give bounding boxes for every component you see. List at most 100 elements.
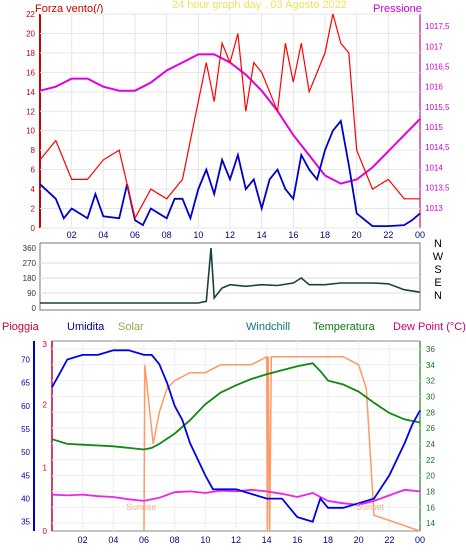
temp-x-tick-label: 20: [354, 535, 364, 545]
wind-x-tick-label: 02: [67, 230, 77, 240]
wind-x-tick-label: 10: [193, 230, 203, 240]
humidity-line: [51, 349, 421, 523]
temperature-y-tick-label: 32: [426, 377, 435, 386]
wind-y-tick-label: 2: [31, 205, 36, 214]
direction-y-ticks: 360 270 180 90 0: [23, 244, 37, 313]
wind-y-tick-label: 16: [26, 68, 35, 77]
wind-y-tick-label: 18: [26, 49, 35, 58]
temperature-legend: Temperatura: [313, 321, 376, 333]
wind-x-tick-label: 06: [130, 230, 140, 240]
temperature-y-tick-label: 30: [426, 392, 435, 401]
wind-y-tick-label: 4: [31, 185, 36, 194]
temperature-y-ticks: 14 16 18 20 22 24 26 28 30 32 34 36: [426, 345, 435, 528]
temp-chart-gridlines: [52, 341, 421, 531]
compass-label: N: [434, 290, 442, 302]
temperature-line: [51, 362, 421, 451]
wind-y-tick-label: 0: [31, 224, 36, 233]
rain-y-ticks: 0 1 2 3: [43, 340, 48, 536]
wind-gust-line: [39, 13, 420, 220]
rain-y-tick-label: 2: [43, 400, 48, 409]
direction-series: [40, 247, 421, 304]
top-chart-title: 24 hour graph day , 03 Agosto 2022: [172, 0, 347, 11]
direction-y-tick-label: 0: [32, 304, 37, 313]
rain-y-tick-label: 0: [43, 527, 48, 536]
temp-x-ticks: 02 04 06 08 10 12 14 16 18 20 22 00: [78, 535, 425, 545]
wind-x-tick-label: 16: [288, 230, 298, 240]
rain-y-tick-label: 3: [43, 340, 48, 349]
wind-speed-line: [39, 118, 421, 227]
wind-x-ticks: 02 04 06 08 10 12 14 16 18 20 22 00: [67, 230, 425, 240]
humidity-y-tick-label: 50: [21, 448, 30, 457]
temperature-y-tick-label: 28: [426, 408, 435, 417]
humidity-y-tick-label: 65: [21, 379, 30, 388]
wind-x-tick-label: 04: [98, 230, 108, 240]
sunset-annotation: Sunset: [356, 502, 385, 512]
humidity-y-tick-label: 60: [21, 402, 30, 411]
temperature-y-tick-label: 16: [426, 503, 435, 512]
temperature-y-tick-label: 24: [426, 440, 435, 449]
windchill-legend: Windchill: [246, 321, 290, 333]
rain-legend: Pioggia: [2, 321, 40, 333]
humidity-y-tick-label: 40: [21, 495, 30, 504]
temp-x-tick-label: 10: [200, 535, 210, 545]
pressure-y-tick-label: 1015: [425, 123, 443, 132]
pressure-y-tick-label: 1013,5: [425, 184, 450, 193]
pressure-y-tick-label: 1014,5: [425, 143, 450, 152]
temp-x-tick-label: 16: [292, 535, 302, 545]
wind-y-tick-label: 20: [26, 29, 35, 38]
wind-x-tick-label: 00: [415, 230, 425, 240]
compass-label: W: [433, 251, 444, 263]
temp-x-tick-label: 22: [384, 535, 394, 545]
temp-x-tick-label: 06: [139, 535, 149, 545]
pressure-y-ticks: 1013 1013,5 1014 1014,5 1015 1015,5 1016 1016,5…: [425, 22, 450, 213]
pressure-y-tick-label: 1017: [425, 42, 443, 51]
solar-line: [143, 355, 421, 532]
dew-line: [51, 488, 421, 506]
temp-x-tick-label: 08: [170, 535, 180, 545]
pressure-y-tick-label: 1014: [425, 163, 443, 172]
temp-x-tick-label: 00: [415, 535, 425, 545]
compass-label: S: [434, 264, 441, 276]
humidity-y-ticks: 35 40 45 50 55 60 65 70: [21, 356, 30, 527]
compass-label: N: [434, 238, 442, 250]
sunrise-annotation: Sunrise: [126, 502, 157, 512]
direction-y-tick-label: 180: [23, 274, 37, 283]
temperature-y-tick-label: 18: [426, 487, 435, 496]
pressure-y-tick-label: 1016: [425, 83, 443, 92]
wind-x-tick-label: 18: [320, 230, 330, 240]
pressure-y-tick-label: 1013: [425, 204, 443, 213]
direction-gridlines: [40, 262, 420, 294]
wind-y-tick-label: 8: [31, 146, 36, 155]
solar-legend: Solar: [118, 321, 144, 333]
humidity-y-tick-label: 70: [21, 356, 30, 365]
temp-x-tick-label: 14: [262, 535, 272, 545]
wind-direction-line: [40, 247, 421, 304]
temp-x-tick-label: 18: [323, 535, 333, 545]
compass-label: E: [434, 277, 441, 289]
humidity-y-tick-label: 45: [21, 471, 30, 480]
humidity-y-tick-label: 55: [21, 425, 30, 434]
wind-x-tick-label: 14: [257, 230, 267, 240]
wind-x-tick-label: 08: [162, 230, 172, 240]
temp-chart-series: [51, 349, 421, 532]
rain-y-tick-label: 1: [43, 464, 48, 473]
pressure-y-tick-label: 1015,5: [425, 103, 450, 112]
temperature-y-tick-label: 22: [426, 456, 435, 465]
direction-y-tick-label: 360: [23, 244, 37, 253]
direction-y-tick-label: 270: [23, 259, 37, 268]
temperature-y-tick-label: 14: [426, 519, 435, 528]
temperature-y-tick-label: 26: [426, 424, 435, 433]
temp-x-tick-label: 12: [231, 535, 241, 545]
wind-axis-label: Forza vento(/): [35, 3, 103, 15]
wind-y-ticks: 0 2 4 6 8 10 12 14 16 18 20 22: [26, 10, 35, 233]
dewpoint-legend: Dew Point (°C): [393, 321, 466, 333]
wind-y-tick-label: 12: [26, 107, 35, 116]
pressure-axis-label: Pressione: [373, 3, 422, 15]
wind-y-tick-label: 6: [31, 166, 36, 175]
direction-chart-frame: [39, 242, 421, 311]
wind-x-tick-label: 22: [383, 230, 393, 240]
humidity-y-tick-label: 35: [21, 518, 30, 527]
